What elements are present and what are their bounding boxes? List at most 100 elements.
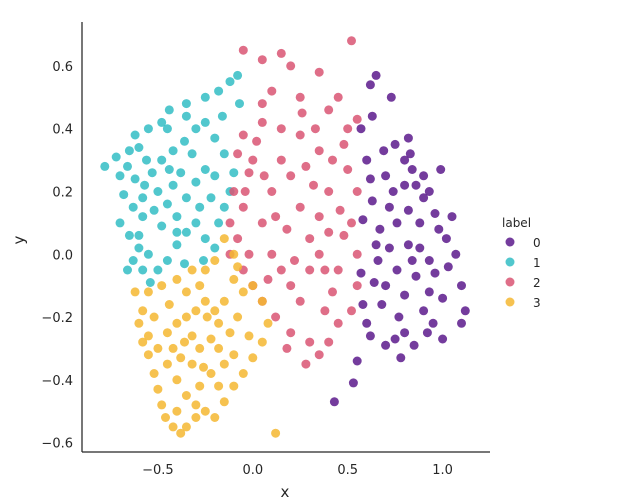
scatter-point-label-2: [295, 130, 305, 140]
scatter-point-label-2: [244, 249, 254, 259]
scatter-point-label-3: [206, 334, 216, 344]
scatter-point-label-0: [434, 224, 444, 234]
scatter-point-label-0: [457, 281, 466, 291]
scatter-point-label-0: [390, 334, 400, 344]
scatter-point-label-2: [290, 256, 299, 265]
scatter-point-label-1: [123, 161, 132, 171]
scatter-point-label-1: [181, 111, 191, 121]
scatter-point-label-1: [142, 155, 151, 165]
scatter-point-label-3: [164, 300, 174, 309]
scatter-point-label-0: [369, 278, 379, 287]
scatter-point-label-3: [248, 353, 258, 363]
scatter-point-label-0: [390, 139, 400, 149]
scatter-point-label-0: [409, 340, 419, 350]
scatter-point-label-1: [138, 193, 148, 203]
scatter-point-label-0: [415, 243, 425, 253]
scatter-point-label-0: [403, 240, 413, 250]
scatter-point-label-0: [438, 293, 448, 303]
scatter-point-label-1: [219, 202, 229, 212]
scatter-point-label-2: [335, 205, 345, 215]
scatter-point-label-0: [329, 397, 339, 407]
scatter-point-label-1: [206, 193, 216, 203]
scatter-point-label-2: [328, 287, 337, 297]
scatter-point-label-1: [162, 124, 172, 134]
scatter-point-label-2: [347, 218, 356, 228]
scatter-point-label-3: [191, 413, 201, 422]
scatter-point-label-3: [162, 359, 172, 369]
scatter-point-label-1: [181, 227, 191, 237]
scatter-point-label-3: [199, 362, 208, 372]
scatter-point-label-0: [392, 218, 402, 228]
x-tick-label: 0.0: [242, 463, 263, 478]
scatter-point-label-3: [233, 262, 243, 272]
scatter-point-label-0: [430, 209, 440, 218]
scatter-point-label-0: [407, 165, 417, 174]
scatter-point-label-2: [352, 249, 362, 259]
scatter-point-label-1: [134, 243, 144, 253]
scatter-point-label-0: [371, 70, 381, 80]
scatter-point-label-2: [347, 36, 356, 46]
scatter-point-label-0: [415, 218, 425, 228]
scatter-point-label-0: [457, 318, 466, 328]
scatter-point-label-0: [411, 271, 421, 281]
scatter-point-label-0: [384, 243, 394, 253]
scatter-point-label-3: [180, 337, 189, 347]
scatter-point-label-3: [202, 312, 212, 322]
scatter-point-label-0: [373, 256, 383, 265]
scatter-point-label-1: [199, 256, 208, 265]
scatter-point-label-1: [123, 265, 132, 275]
scatter-point-label-3: [219, 234, 229, 244]
scatter-point-label-2: [233, 234, 243, 244]
scatter-point-label-3: [153, 384, 163, 394]
x-tick-label: 1.0: [432, 463, 453, 478]
scatter-point-label-2: [314, 350, 324, 360]
scatter-point-label-1: [172, 212, 182, 222]
scatter-point-label-2: [295, 202, 305, 212]
scatter-point-label-0: [358, 300, 368, 309]
scatter-point-label-0: [365, 331, 375, 341]
scatter-point-label-2: [276, 124, 286, 134]
scatter-point-label-3: [176, 353, 186, 363]
scatter-point-label-1: [180, 259, 189, 269]
scatter-point-label-2: [238, 202, 248, 212]
y-tick-label: −0.6: [41, 437, 73, 452]
scatter-point-label-1: [164, 165, 174, 174]
scatter-point-label-1: [168, 146, 178, 156]
scatter-point-label-3: [172, 375, 182, 385]
scatter-point-label-3: [172, 274, 182, 284]
scatter-point-label-1: [225, 77, 235, 87]
scatter-point-label-3: [138, 306, 148, 316]
scatter-point-label-0: [379, 146, 389, 156]
scatter-point-label-2: [314, 212, 324, 222]
scatter-point-label-2: [282, 224, 292, 234]
scatter-point-label-0: [394, 312, 404, 322]
scatter-point-label-3: [214, 381, 224, 391]
scatter-point-label-3: [143, 331, 153, 341]
scatter-point-label-2: [257, 55, 267, 65]
x-tick-labels: −0.5 0.0 0.5 1.0: [142, 463, 453, 478]
scatter-point-label-3: [191, 306, 201, 316]
scatter-point-label-2: [295, 92, 305, 102]
y-tick-label: −0.2: [41, 311, 73, 326]
scatter-point-label-3: [181, 312, 191, 322]
scatter-point-label-3: [244, 331, 254, 341]
scatter-point-label-2: [320, 306, 330, 316]
scatter-point-label-1: [180, 136, 189, 146]
scatter-point-label-2: [276, 48, 286, 58]
scatter-point-label-0: [403, 205, 413, 215]
scatter-point-label-2: [233, 149, 243, 159]
scatter-point-label-1: [149, 205, 159, 215]
scatter-point-label-0: [348, 378, 358, 388]
scatter-point-label-2: [286, 328, 296, 338]
scatter-point-label-0: [352, 356, 362, 366]
scatter-point-label-3: [229, 249, 239, 259]
scatter-point-label-1: [200, 165, 210, 174]
scatter-point-label-3: [157, 400, 167, 410]
scatter-point-label-0: [405, 149, 415, 159]
scatter-point-label-1: [195, 202, 205, 212]
legend-title: label: [502, 216, 531, 230]
scatter-point-label-1: [128, 202, 138, 212]
y-axis-label: y: [10, 235, 28, 244]
scatter-point-label-1: [138, 265, 148, 275]
scatter-point-label-0: [430, 268, 440, 278]
